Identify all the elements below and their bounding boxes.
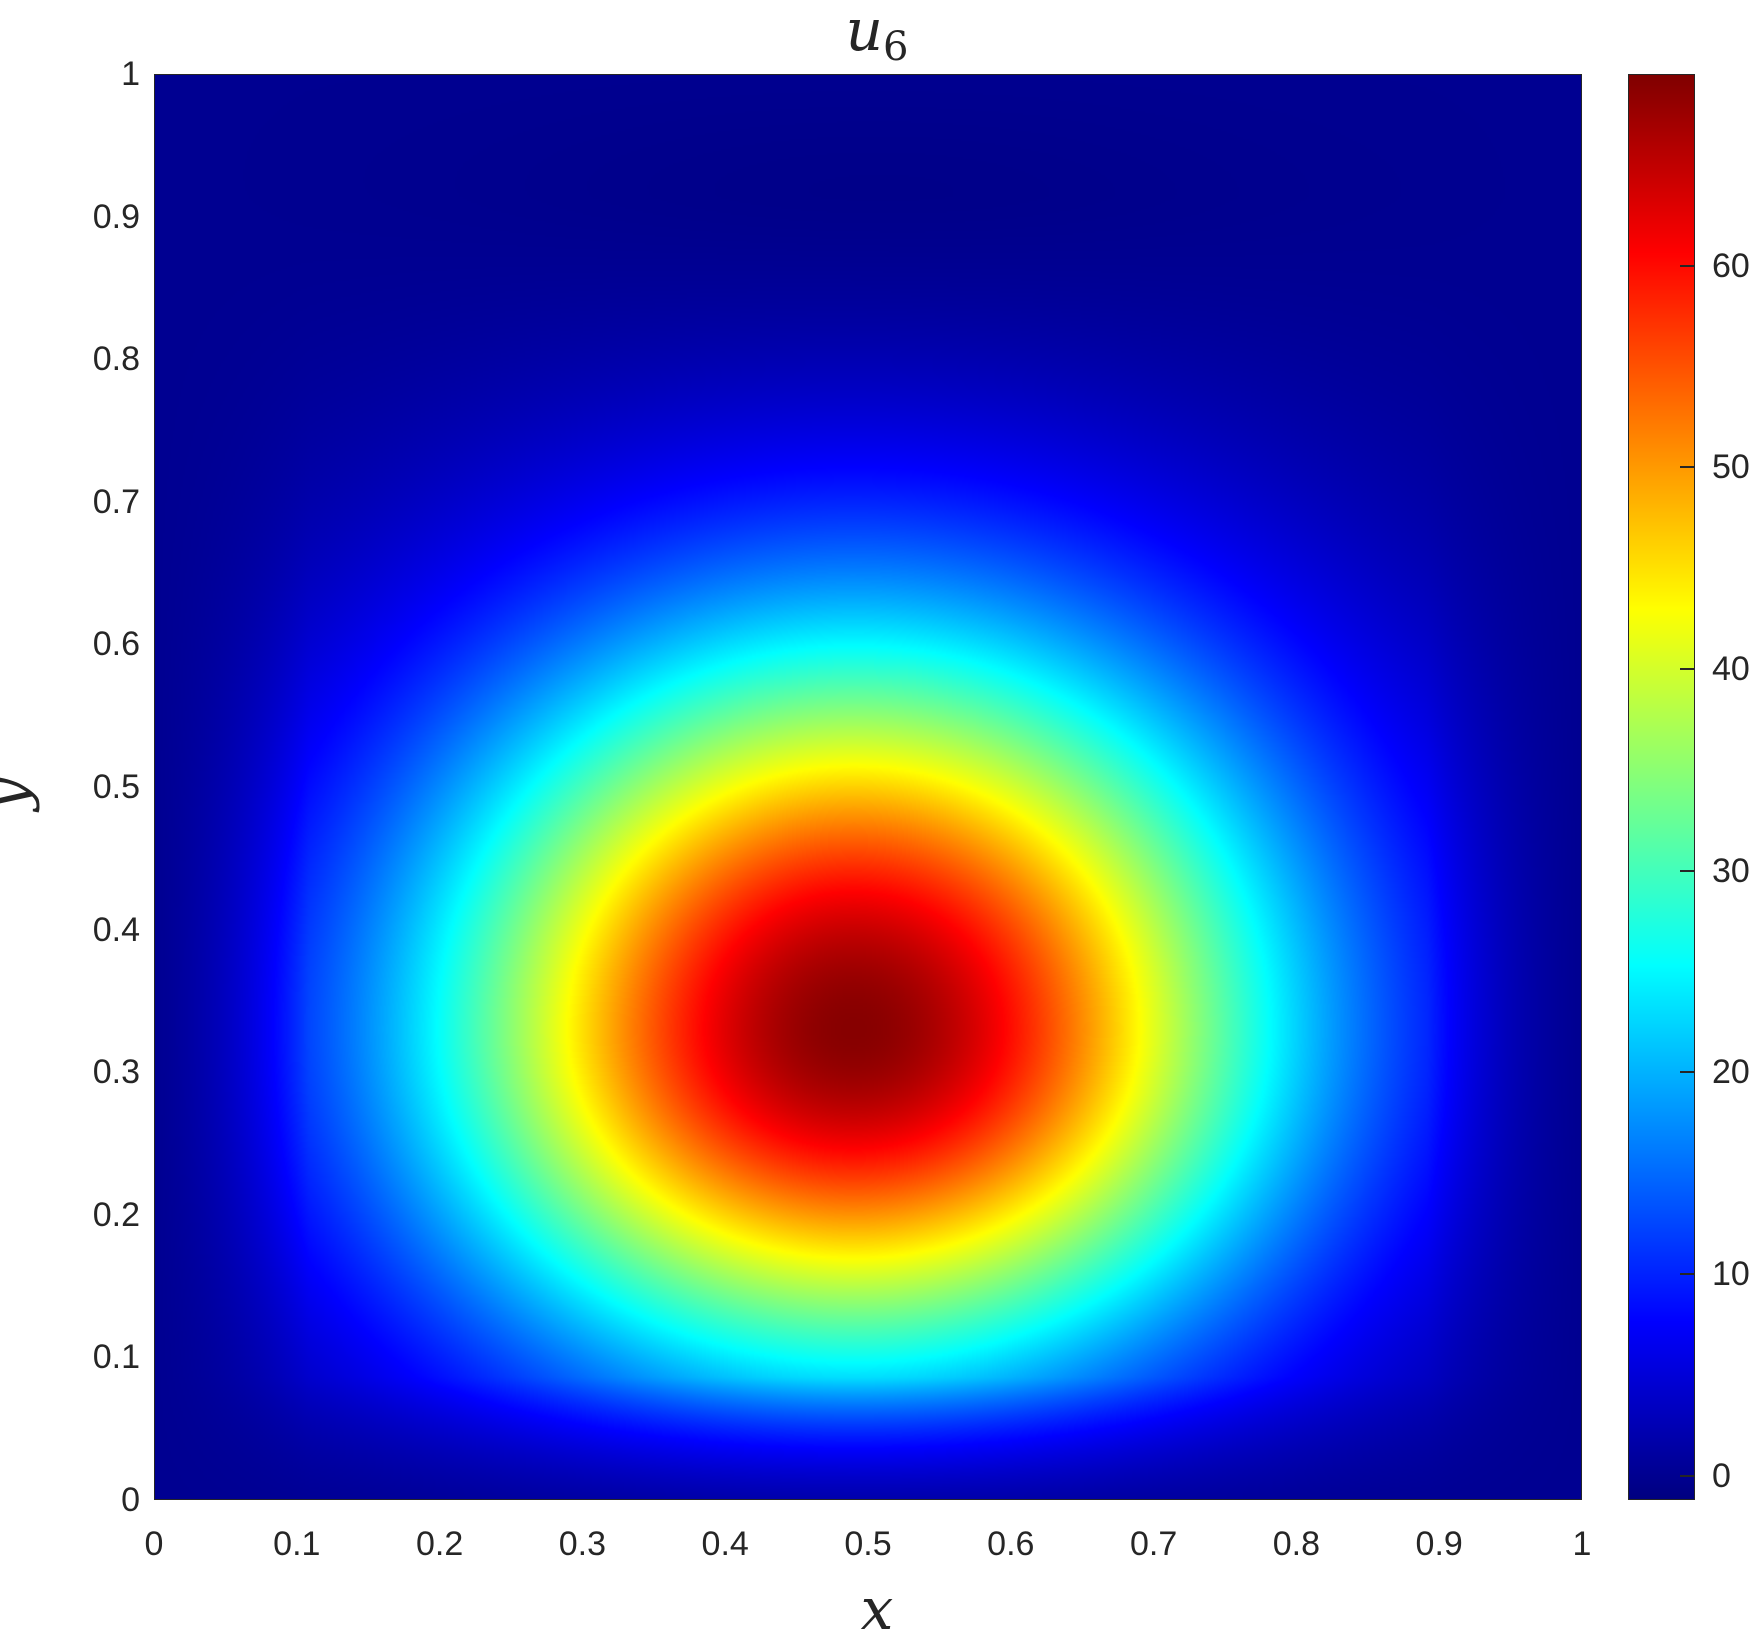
chart-title: u6 — [845, 0, 909, 70]
x-tick-label: 0.5 — [844, 1525, 892, 1563]
colorbar-tick-label: 20 — [1712, 1053, 1750, 1092]
y-tick-label: 0.5 — [92, 768, 140, 806]
colorbar-tick-label: 60 — [1712, 246, 1750, 285]
colorbar-tick-mark — [1680, 1474, 1695, 1477]
colorbar-tick-mark — [1680, 1071, 1695, 1074]
y-tick-label: 0.2 — [92, 1195, 140, 1234]
colorbar-tick-label: 50 — [1712, 448, 1750, 487]
x-axis-label: x — [860, 1575, 894, 1643]
y-tick-label: 0.3 — [92, 1053, 140, 1092]
y-tick-label: 0.8 — [92, 340, 140, 379]
x-tick-label: 0.2 — [415, 1525, 464, 1563]
y-tick-label: 0.6 — [92, 625, 140, 664]
x-tick-label: 0.8 — [1272, 1525, 1321, 1563]
y-axis-label: y — [0, 778, 40, 811]
colorbar-tick-mark — [1680, 869, 1695, 872]
colorbar-tick-mark — [1680, 466, 1695, 469]
x-tick-label: 1 — [1572, 1525, 1592, 1563]
x-tick-label: 0.6 — [987, 1525, 1035, 1563]
y-tick-label: 1 — [121, 55, 140, 93]
x-tick-label: 0.3 — [558, 1525, 607, 1563]
x-tick-label: 0.9 — [1415, 1525, 1463, 1563]
colorbar-tick-label: 10 — [1712, 1255, 1750, 1294]
x-tick-label: 0.4 — [701, 1525, 749, 1563]
colorbar-tick-mark — [1680, 1273, 1695, 1276]
colorbar-tick-label: 30 — [1712, 851, 1750, 890]
x-tick-label: 0.1 — [273, 1525, 321, 1563]
y-tick-label: 0.9 — [92, 197, 140, 236]
y-tick-label: 0.7 — [92, 482, 140, 521]
heatmap-surface — [154, 74, 1582, 1500]
y-tick-label: 0 — [121, 1481, 140, 1519]
y-tick-label: 0.4 — [92, 910, 140, 949]
colorbar-tick-mark — [1680, 264, 1695, 267]
colorbar-tick-mark — [1680, 668, 1695, 670]
colorbar — [1628, 74, 1695, 1500]
y-tick-label: 0.1 — [92, 1338, 140, 1377]
x-tick-label: 0 — [144, 1525, 164, 1563]
x-tick-label: 0.7 — [1129, 1525, 1178, 1563]
colorbar-tick-label: 40 — [1712, 650, 1750, 688]
colorbar-tick-label: 0 — [1712, 1456, 1731, 1495]
